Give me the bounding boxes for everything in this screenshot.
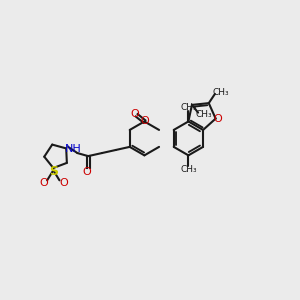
Text: O: O (214, 114, 222, 124)
Text: NH: NH (65, 144, 82, 154)
Text: O: O (39, 178, 48, 188)
Text: O: O (59, 178, 68, 188)
Text: O: O (140, 116, 149, 126)
Text: CH₃: CH₃ (196, 110, 213, 118)
Text: S: S (49, 165, 58, 178)
Text: CH₃: CH₃ (213, 88, 230, 97)
Text: CH₃: CH₃ (180, 103, 197, 112)
Text: O: O (131, 109, 140, 119)
Text: CH₃: CH₃ (180, 165, 197, 174)
Text: O: O (82, 167, 91, 177)
